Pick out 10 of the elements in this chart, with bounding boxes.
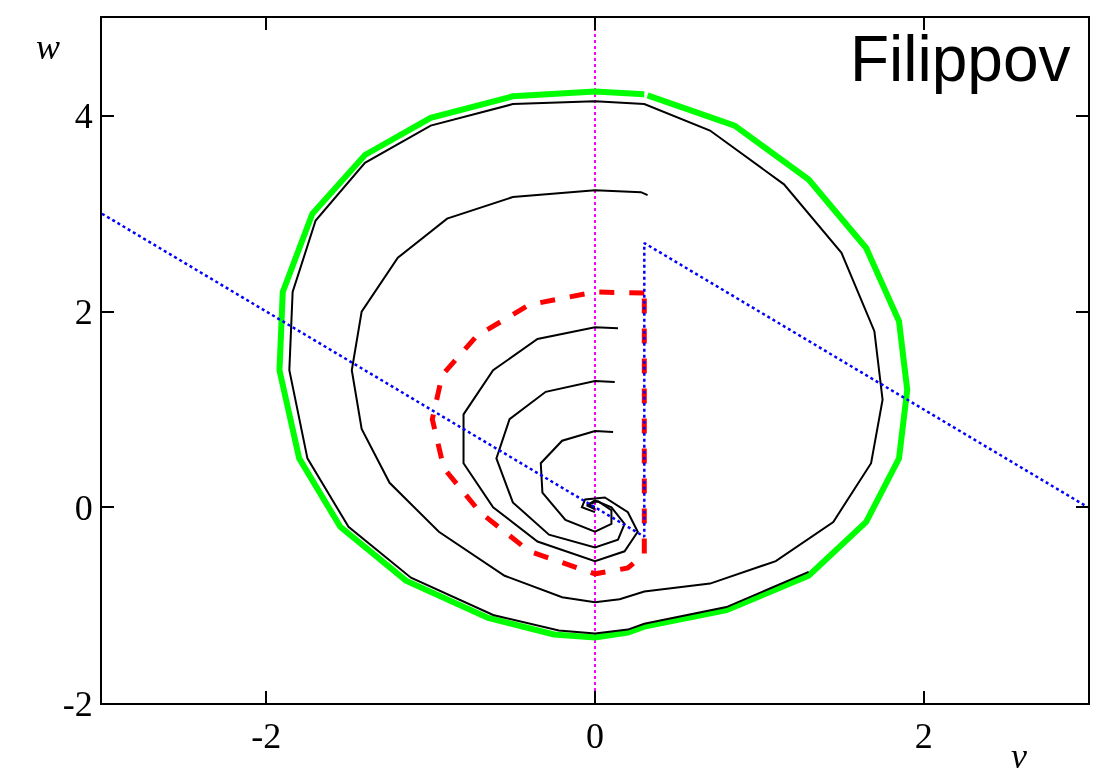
y-tick-label: 4 bbox=[74, 96, 93, 137]
y-axis-title: w bbox=[36, 27, 61, 67]
y-tick-label: 0 bbox=[74, 487, 93, 528]
x-axis-title: v bbox=[1011, 736, 1027, 776]
annotation: Filippov bbox=[850, 23, 1071, 95]
y-tick-label: 2 bbox=[74, 292, 93, 333]
y-tick-label: -2 bbox=[62, 683, 93, 724]
x-tick-label: 2 bbox=[914, 716, 933, 757]
x-tick-label: 0 bbox=[586, 716, 604, 757]
x-tick-label: -2 bbox=[251, 716, 282, 757]
